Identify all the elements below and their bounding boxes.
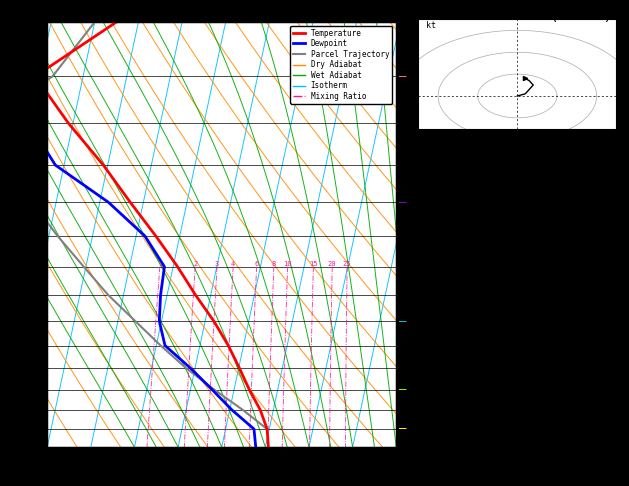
Text: 21.04.2024  06GMT  (Base: 06): 21.04.2024 06GMT (Base: 06) [440,12,610,22]
Text: 3: 3 [215,260,219,267]
Text: —: — [399,314,407,328]
Text: K: K [417,139,423,148]
Text: 290°: 290° [593,455,616,465]
Legend: Temperature, Dewpoint, Parcel Trajectory, Dry Adiabat, Wet Adiabat, Isotherm, Mi: Temperature, Dewpoint, Parcel Trajectory… [290,26,392,104]
Text: θₑ (K): θₑ (K) [417,339,452,348]
Text: 0: 0 [611,271,616,280]
Text: 2: 2 [193,260,198,267]
Text: LCL: LCL [414,35,429,45]
Text: 6: 6 [255,260,259,267]
Text: 1: 1 [158,260,162,267]
Text: PW (cm): PW (cm) [417,171,458,180]
Text: θₑ(K): θₑ(K) [417,239,447,248]
Text: —: — [399,422,407,435]
Text: 15: 15 [309,260,318,267]
Text: Lifted Index: Lifted Index [417,255,487,264]
Text: Pressure (mb): Pressure (mb) [417,323,493,332]
Text: 1.22: 1.22 [593,171,616,180]
Text: 10: 10 [283,260,292,267]
Text: StmDir: StmDir [417,455,452,465]
Text: Surface: Surface [496,191,537,200]
Text: 4: 4 [611,139,616,148]
Text: Hodograph: Hodograph [490,407,543,417]
Text: SREH: SREH [417,439,440,449]
Title: 39°04'N  26°36'E  105m  ASL: 39°04'N 26°36'E 105m ASL [126,8,318,21]
Text: CAPE (J): CAPE (J) [417,271,464,280]
Text: © weatheronline.co.uk: © weatheronline.co.uk [464,471,568,480]
Text: 21: 21 [604,471,616,481]
Text: EH: EH [417,423,429,433]
Text: —: — [399,196,407,209]
Text: 302: 302 [599,239,616,248]
Text: 8: 8 [272,260,276,267]
Text: 7: 7 [611,255,616,264]
Text: 800: 800 [599,323,616,332]
X-axis label: Dewpoint / Temperature (°C): Dewpoint / Temperature (°C) [142,472,301,482]
Text: Totals Totals: Totals Totals [417,155,493,164]
Text: 10.7: 10.7 [593,207,616,216]
Text: 0: 0 [611,287,616,296]
Text: km
ASL: km ASL [398,0,413,17]
Text: Most Unstable: Most Unstable [479,307,555,316]
Text: 7: 7 [611,355,616,364]
Text: 0: 0 [611,371,616,381]
Text: kt: kt [426,21,436,30]
Text: StmSpd (kt): StmSpd (kt) [417,471,482,481]
Text: CIN (J): CIN (J) [417,287,458,296]
Text: 56: 56 [604,423,616,433]
Text: 119: 119 [599,439,616,449]
Text: 42: 42 [604,155,616,164]
Text: hPa: hPa [18,8,35,17]
Text: 304: 304 [599,339,616,348]
Text: Lifted Index: Lifted Index [417,355,487,364]
Text: 7.8: 7.8 [599,223,616,232]
Text: 4: 4 [231,260,235,267]
Text: Dewp (°C): Dewp (°C) [417,223,470,232]
Text: 0: 0 [611,387,616,397]
Text: —: — [399,383,407,396]
Text: —: — [399,70,407,83]
Text: CIN (J): CIN (J) [417,387,458,397]
Text: Temp (°C): Temp (°C) [417,207,470,216]
Text: CAPE (J): CAPE (J) [417,371,464,381]
Text: 20: 20 [328,260,337,267]
Text: 25: 25 [343,260,352,267]
